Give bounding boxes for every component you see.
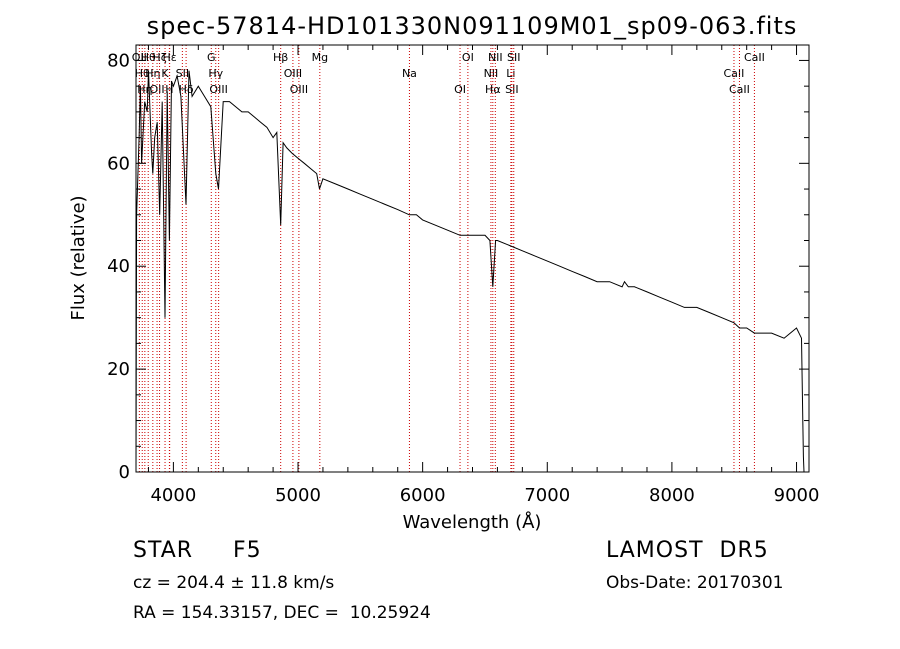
chart-title: spec-57814-HD101330N091109M01_sp09-063.f… [147, 12, 798, 40]
x-axis-label: Wavelength (Å) [403, 511, 542, 533]
marker-label: OIII [284, 67, 302, 80]
marker-label: SII [505, 83, 518, 96]
marker-label: Hζ [152, 51, 166, 64]
marker-label: NII [488, 51, 503, 64]
redshift-cz: cz = 204.4 ± 11.8 km/s [133, 573, 335, 593]
marker-label: Hη [145, 67, 160, 80]
plot-frame [135, 44, 810, 473]
marker-label: NII [484, 67, 499, 80]
marker-label: Mg [312, 51, 328, 64]
y-tick-label: 80 [107, 50, 130, 71]
marker-label: CaII [744, 51, 765, 64]
marker-label: OI [454, 83, 466, 96]
marker-label: Hδ [179, 83, 194, 96]
y-axis: 0 20 40 60 80 [107, 50, 809, 483]
y-tick-label: 0 [119, 462, 130, 483]
x-tick-label: 6000 [400, 485, 446, 506]
x-tick-label: 8000 [649, 485, 695, 506]
x-tick-label: 4000 [150, 485, 196, 506]
x-axis: 4000 5000 6000 7000 8000 9000 [147, 45, 820, 506]
x-tick-label: 9000 [774, 485, 820, 506]
marker-label: SII [176, 67, 189, 80]
y-axis-label: Flux (relative) [68, 195, 89, 320]
object-class: STAR F5 [133, 538, 262, 563]
survey-name: LAMOST DR5 [606, 538, 769, 563]
marker-label: Hα [485, 83, 501, 96]
observation-date: Obs-Date: 20170301 [606, 573, 784, 593]
marker-label: SII [507, 51, 520, 64]
marker-label: OIII [209, 83, 227, 96]
marker-label: OI [462, 51, 474, 64]
y-tick-label: 20 [107, 359, 130, 380]
x-tick-label: 5000 [275, 485, 321, 506]
line-markers: OIIHθHηHθHηOIIHζKHHεSIIHδGHγOIIIHβOIIIOI… [132, 45, 765, 472]
marker-label: H [165, 83, 173, 96]
x-tick-label: 7000 [524, 485, 570, 506]
marker-label: Na [402, 67, 417, 80]
marker-label: CaII [729, 83, 750, 96]
marker-label: Hγ [208, 67, 223, 80]
marker-label: OII [149, 83, 164, 96]
ra-dec: RA = 154.33157, DEC = 10.25924 [133, 603, 431, 623]
marker-label: G [207, 51, 216, 64]
y-tick-label: 40 [107, 256, 130, 277]
spectrum-line [135, 70, 805, 473]
y-tick-label: 60 [107, 153, 130, 174]
marker-label: Hβ [273, 51, 288, 64]
marker-label: Hθ [135, 67, 150, 80]
marker-label: K [161, 67, 169, 80]
marker-label: Li [506, 67, 515, 80]
marker-label: OIII [290, 83, 308, 96]
marker-label: Hε [163, 51, 177, 64]
marker-label: CaII [724, 67, 745, 80]
